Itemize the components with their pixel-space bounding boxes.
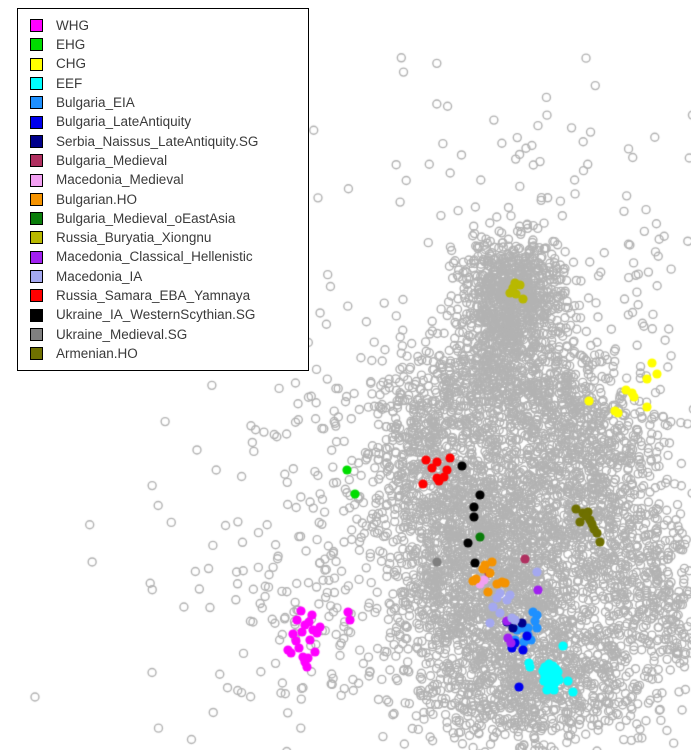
legend-entry: EEF bbox=[30, 74, 300, 93]
legend-label: Bulgaria_LateAntiquity bbox=[56, 114, 192, 130]
legend-entry: Bulgaria_Medieval bbox=[30, 151, 300, 170]
legend-label: WHG bbox=[56, 17, 89, 33]
legend: WHG EHG CHG EEF Bulgaria_EIA Bulgaria_LateAnt… bbox=[17, 8, 309, 372]
legend-entry: Ukraine_IA_WesternScythian.SG bbox=[30, 305, 300, 324]
legend-swatch bbox=[30, 347, 43, 361]
legend-swatch bbox=[30, 77, 43, 91]
legend-swatch bbox=[30, 57, 43, 71]
legend-swatch bbox=[30, 134, 43, 148]
legend-entry: Serbia_Naissus_LateAntiquity.SG bbox=[30, 132, 300, 151]
legend-label: Bulgaria_EIA bbox=[56, 95, 135, 111]
legend-label: Macedonia_Medieval bbox=[56, 172, 184, 188]
legend-entry: Bulgaria_Medieval_oEastAsia bbox=[30, 209, 300, 228]
legend-swatch bbox=[30, 270, 43, 283]
legend-label: Ukraine_IA_WesternScythian.SG bbox=[56, 307, 256, 323]
legend-swatch bbox=[30, 173, 43, 187]
legend-swatch bbox=[30, 289, 43, 303]
legend-label: Bulgarian.HO bbox=[56, 191, 138, 207]
legend-entry: Armenian.HO bbox=[30, 344, 300, 363]
legend-swatch bbox=[30, 327, 43, 341]
legend-label: Serbia_Naissus_LateAntiquity.SG bbox=[56, 133, 259, 149]
legend-entry: Bulgaria_EIA bbox=[30, 93, 300, 112]
legend-swatch bbox=[30, 96, 43, 110]
legend-label: Russia_Buryatia_Xiongnu bbox=[56, 230, 212, 246]
legend-entry: Macedonia_IA bbox=[30, 267, 300, 286]
legend-swatch bbox=[30, 115, 43, 129]
legend-entry: Macedonia_Medieval bbox=[30, 170, 300, 189]
legend-label: Bulgaria_Medieval_oEastAsia bbox=[56, 210, 236, 226]
legend-label: Ukraine_Medieval.SG bbox=[56, 326, 188, 342]
legend-label: Macedonia_Classical_Hellenistic bbox=[56, 249, 253, 265]
legend-entry: Bulgarian.HO bbox=[30, 190, 300, 209]
legend-entry: CHG bbox=[30, 55, 300, 74]
legend-label: Macedonia_IA bbox=[56, 268, 143, 284]
legend-entry: Macedonia_Classical_Hellenistic bbox=[30, 248, 300, 267]
legend-entry: Bulgaria_LateAntiquity bbox=[30, 112, 300, 131]
legend-swatch bbox=[30, 231, 43, 245]
legend-swatch bbox=[30, 250, 43, 264]
legend-swatch bbox=[30, 154, 43, 168]
legend-swatch bbox=[30, 38, 43, 52]
legend-entry: WHG bbox=[30, 16, 300, 35]
legend-label: Armenian.HO bbox=[56, 345, 138, 361]
legend-label: CHG bbox=[56, 56, 86, 72]
legend-entry: Russia_Samara_EBA_Yamnaya bbox=[30, 286, 300, 305]
legend-swatch bbox=[30, 192, 43, 206]
legend-entry: EHG bbox=[30, 35, 300, 54]
legend-swatch bbox=[30, 308, 43, 322]
legend-entry: Russia_Buryatia_Xiongnu bbox=[30, 228, 300, 247]
legend-label: Russia_Samara_EBA_Yamnaya bbox=[56, 288, 251, 304]
legend-label: Bulgaria_Medieval bbox=[56, 152, 168, 168]
legend-label: EEF bbox=[56, 75, 83, 91]
legend-entry: Ukraine_Medieval.SG bbox=[30, 325, 300, 344]
legend-swatch bbox=[30, 19, 43, 33]
legend-swatch bbox=[30, 212, 43, 226]
legend-label: EHG bbox=[56, 37, 86, 53]
